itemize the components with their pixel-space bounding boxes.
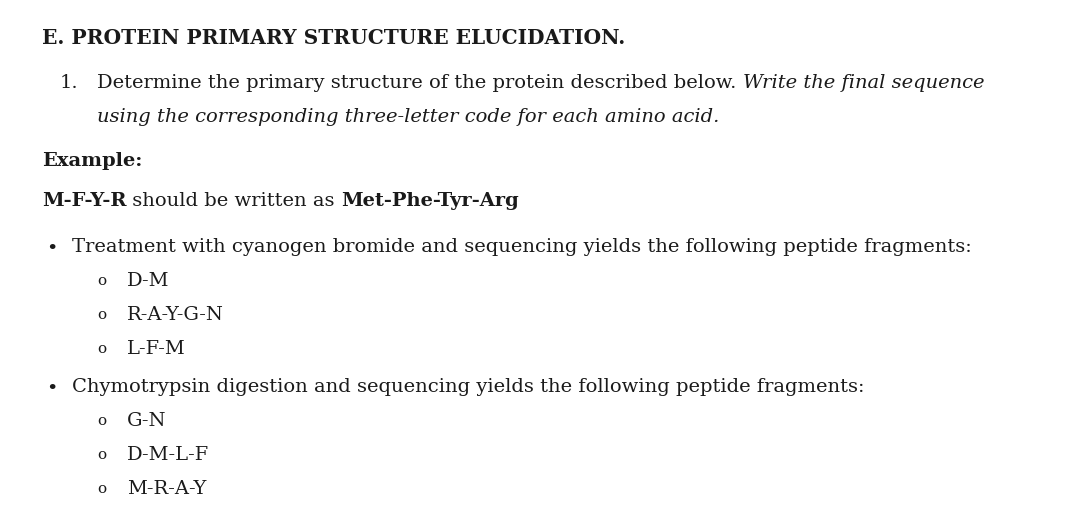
Text: D-M: D-M [127,272,170,290]
Text: L-F-M: L-F-M [127,340,186,358]
Text: •: • [46,240,57,258]
Text: M-R-A-Y: M-R-A-Y [127,480,206,498]
Text: o: o [97,448,106,462]
Text: using the corresponding three-letter code for each amino acid.: using the corresponding three-letter cod… [97,108,719,126]
Text: 1.: 1. [60,74,79,92]
Text: Chymotrypsin digestion and sequencing yields the following peptide fragments:: Chymotrypsin digestion and sequencing yi… [72,378,864,396]
Text: o: o [97,274,106,288]
Text: Met-Phe-Tyr-Arg: Met-Phe-Tyr-Arg [341,192,519,210]
Text: E. PROTEIN PRIMARY STRUCTURE ELUCIDATION.: E. PROTEIN PRIMARY STRUCTURE ELUCIDATION… [42,28,625,48]
Text: G-N: G-N [127,412,166,430]
Text: should be written as: should be written as [126,192,341,210]
Text: o: o [97,342,106,356]
Text: R-A-Y-G-N: R-A-Y-G-N [127,306,224,324]
Text: Treatment with cyanogen bromide and sequencing yields the following peptide frag: Treatment with cyanogen bromide and sequ… [72,238,972,256]
Text: Example:: Example: [42,152,143,170]
Text: D-M-L-F: D-M-L-F [127,446,210,464]
Text: Determine the primary structure of the protein described below.: Determine the primary structure of the p… [97,74,743,92]
Text: o: o [97,482,106,496]
Text: o: o [97,308,106,322]
Text: Write the final sequence: Write the final sequence [743,74,984,92]
Text: M-F-Y-R: M-F-Y-R [42,192,126,210]
Text: o: o [97,414,106,428]
Text: •: • [46,380,57,398]
